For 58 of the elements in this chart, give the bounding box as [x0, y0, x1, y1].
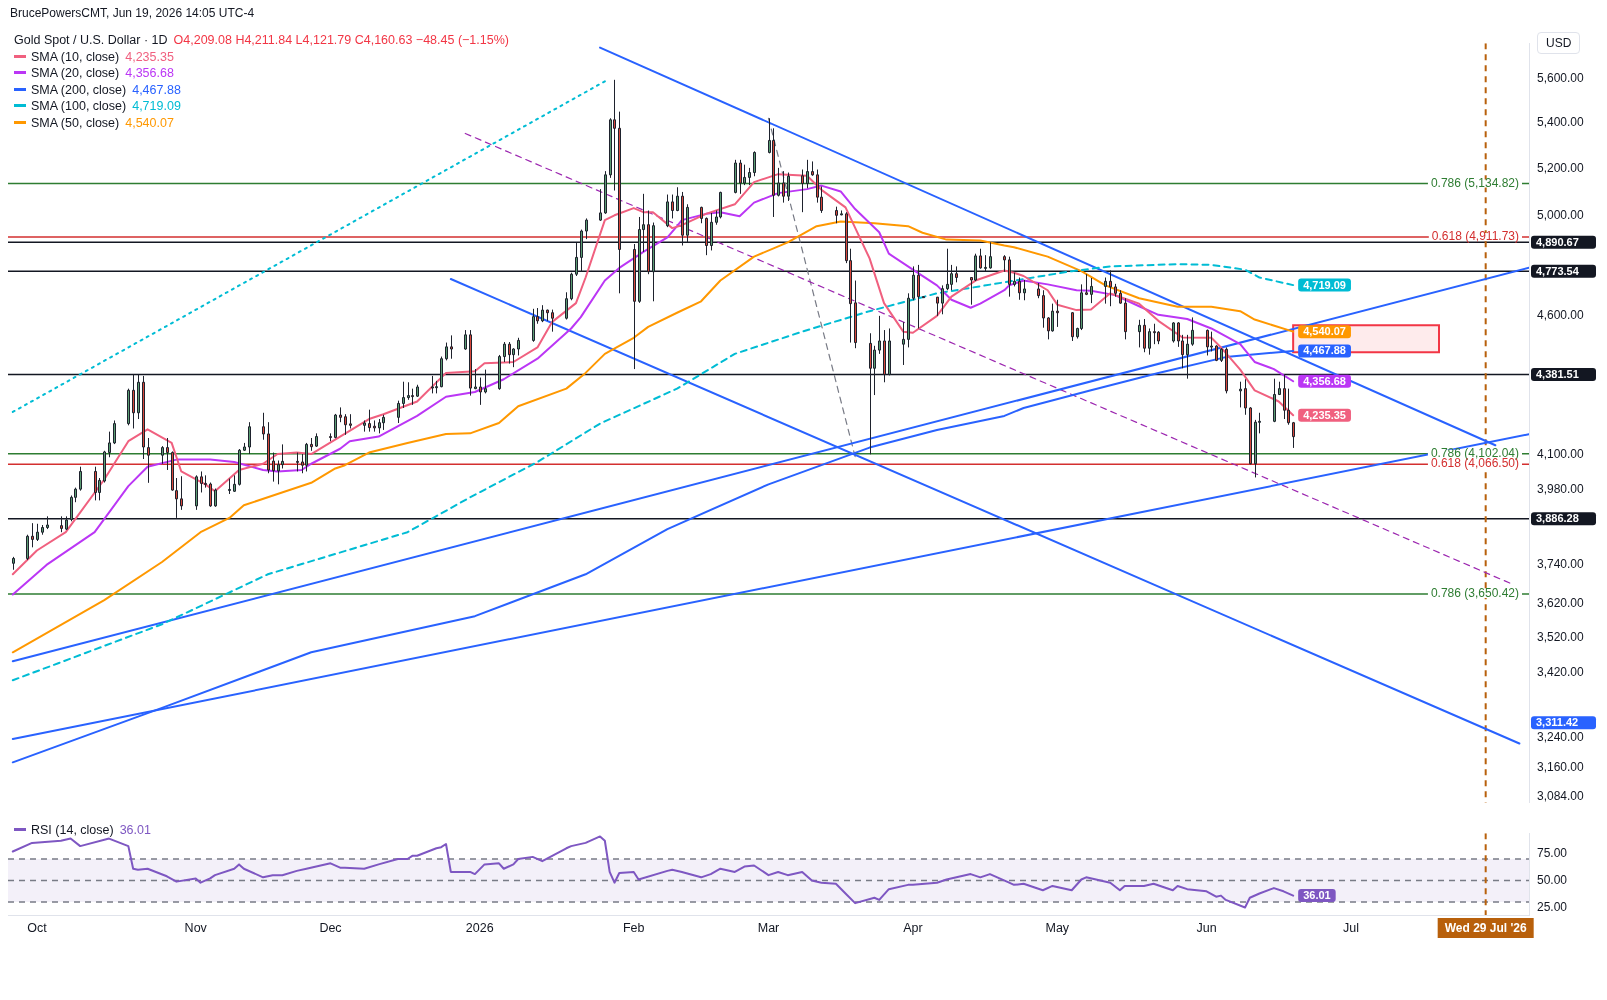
y-tick-label: 5,200.00 [1537, 160, 1585, 175]
x-tick-label: Apr [903, 920, 923, 935]
text: 4,356.68 [125, 66, 174, 81]
legend-label: RSI (14, close) [31, 823, 114, 837]
x-tick-label: May [1045, 920, 1070, 935]
x-tick-label: Jul [1342, 920, 1359, 935]
y-tick-label: 5,600.00 [1537, 71, 1585, 86]
y-axis-title: USD [1537, 32, 1581, 54]
text: 36.01 [119, 823, 151, 837]
y-tick-label: 3,740.00 [1537, 557, 1585, 572]
y-tick-label: 3,240.00 [1537, 729, 1585, 744]
ref-line-label: 4,890.67 [1536, 235, 1579, 248]
text: 4,719.09 [132, 99, 181, 114]
x-tick-label: Jun [1196, 920, 1217, 935]
ref-line-label: 0.786 (5,134.82) [1430, 175, 1519, 190]
legend-label: SMA (200, close) [31, 82, 127, 97]
ref-line-label: Wed 29 Jul '26 [1444, 920, 1527, 935]
legend-label: SMA (50, close) [31, 115, 120, 130]
y-tick-label: 5,000.00 [1537, 207, 1585, 222]
data-label: 36.01 [1303, 889, 1331, 902]
data-label: 4,356.68 [1303, 374, 1346, 387]
x-tick-label: Nov [184, 920, 208, 935]
ref-line-label: 4,381.51 [1536, 367, 1579, 380]
data-label: 4,540.07 [1303, 325, 1346, 338]
chart-subtitle: O4,209.08 H4,211.84 L4,121.79 C4,160.63 −48.45 (−1.15%) [173, 33, 509, 47]
y-tick-label: 3,420.00 [1537, 664, 1585, 679]
y-tick-label: 4,100.00 [1537, 446, 1585, 461]
y-tick-label: 4,600.00 [1537, 308, 1585, 323]
legend-label: SMA (100, close) [31, 99, 127, 114]
y-tick-label: 3,520.00 [1537, 630, 1585, 645]
y-tick-label: 5,400.00 [1537, 115, 1585, 130]
x-tick-label: Oct [27, 920, 48, 935]
ref-line-label: 3,886.28 [1536, 512, 1579, 525]
ref-line-label: 0.786 (3,650.42) [1430, 586, 1519, 601]
y-tick-label: 3,980.00 [1537, 482, 1585, 497]
text: 4,467.88 [132, 82, 181, 97]
y-tick-label: 3,620.00 [1537, 596, 1585, 611]
x-tick-label: Dec [319, 920, 342, 935]
data-label: 4,235.35 [1303, 408, 1346, 421]
ref-line-label: 4,773.54 [1536, 264, 1580, 277]
chart-title: Gold Spot / U.S. Dollar · 1D [14, 33, 168, 47]
x-tick-label: Mar [757, 920, 780, 935]
ref-line-label: 0.618 (4,911.73) [1431, 229, 1519, 244]
y-tick-label: 3,160.00 [1537, 759, 1585, 774]
legend-label: SMA (20, close) [31, 66, 120, 81]
text: BrucePowersCMT, Jun 19, 2026 14:05 UTC-4 [10, 6, 255, 20]
text: 4,235.35 [125, 49, 174, 64]
text: 3,311.42 [1536, 716, 1579, 729]
y-tick-label: 75.00 [1537, 845, 1568, 860]
x-tick-label: 2026 [465, 920, 494, 935]
data-label: 4,719.09 [1303, 278, 1346, 291]
y-tick-label: 3,084.00 [1537, 789, 1585, 804]
y-tick-label: 50.00 [1537, 872, 1568, 887]
legend-label: SMA (10, close) [31, 49, 120, 64]
text: 4,540.07 [125, 115, 174, 130]
x-tick-label: Feb [622, 920, 645, 935]
y-tick-label: 25.00 [1537, 899, 1568, 914]
data-label: 4,467.88 [1303, 344, 1346, 357]
